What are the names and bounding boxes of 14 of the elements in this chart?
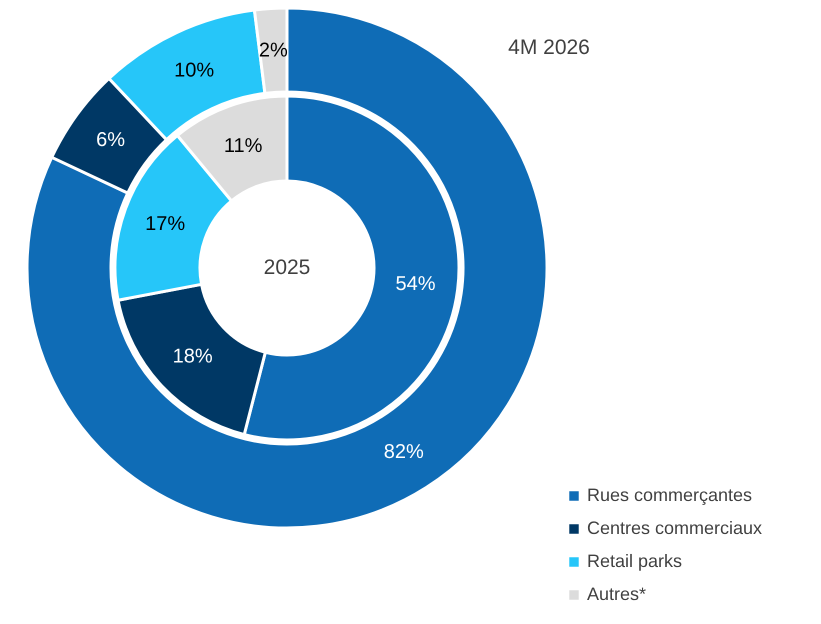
legend-label: Rues commerçantes <box>587 485 752 505</box>
data-label: 17% <box>145 213 186 236</box>
slice-label: 2025 <box>264 256 310 279</box>
data-label: 18% <box>172 346 213 368</box>
legend-label: Autres* <box>587 584 646 604</box>
data-label: 54% <box>395 273 436 296</box>
data-label: 2% <box>258 39 288 62</box>
legend-label: Retail parks <box>587 551 682 571</box>
data-label: 11% <box>224 135 263 158</box>
data-label: 82% <box>384 441 424 464</box>
data-label: 10% <box>174 60 214 82</box>
slice-label: 4M 2026 <box>508 36 590 59</box>
legend-label: Centres commerciaux <box>587 518 762 538</box>
data-label: 6% <box>96 128 126 151</box>
